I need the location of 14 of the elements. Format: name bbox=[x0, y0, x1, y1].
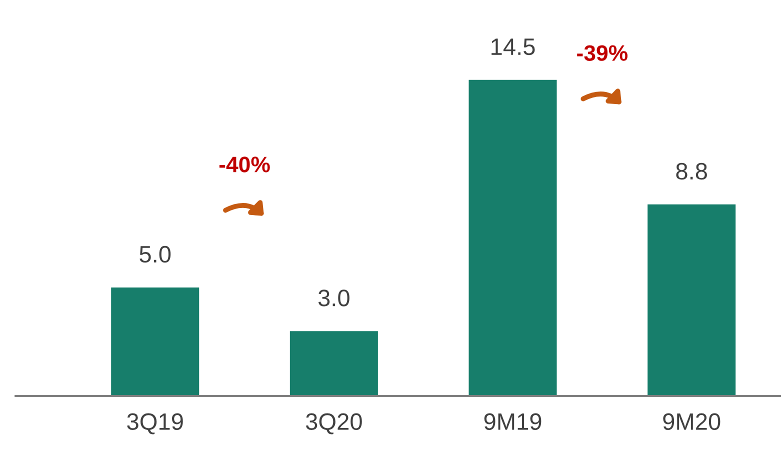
data-label: 8.8 bbox=[676, 162, 707, 180]
data-label: 5.0 bbox=[140, 246, 171, 263]
bar bbox=[646, 203, 737, 396]
bar bbox=[288, 330, 380, 396]
x-tick-label: 9M19 bbox=[484, 413, 542, 430]
x-tick-label: 3Q19 bbox=[127, 413, 183, 434]
data-label: 3.0 bbox=[318, 290, 350, 306]
x-tick-label: 3Q20 bbox=[306, 413, 362, 434]
data-label: 14.5 bbox=[492, 38, 535, 56]
bar bbox=[467, 78, 558, 396]
x-tick-label: 9M20 bbox=[663, 413, 720, 430]
annotation: -40% bbox=[219, 156, 270, 172]
text: -39% bbox=[577, 45, 628, 61]
bar bbox=[110, 286, 201, 396]
